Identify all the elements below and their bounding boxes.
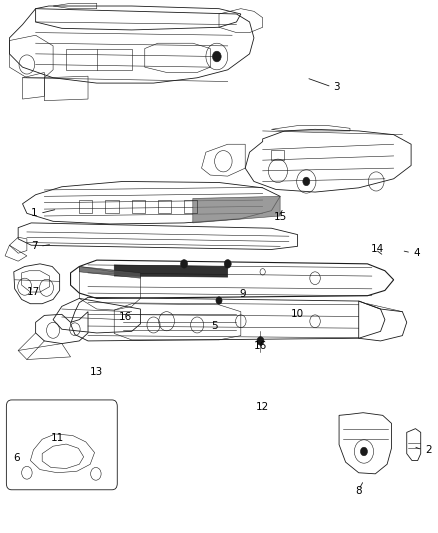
Circle shape [216, 297, 222, 304]
Circle shape [180, 260, 187, 268]
Text: 12: 12 [256, 402, 269, 413]
Polygon shape [114, 265, 228, 277]
Text: 14: 14 [371, 245, 384, 254]
Text: 13: 13 [90, 367, 103, 377]
Circle shape [224, 260, 231, 268]
Text: 15: 15 [273, 212, 287, 222]
Polygon shape [193, 196, 280, 223]
Text: 2: 2 [425, 445, 432, 455]
Text: 16: 16 [254, 341, 267, 351]
Circle shape [212, 51, 221, 62]
Text: 8: 8 [355, 486, 362, 496]
Text: 5: 5 [211, 321, 218, 331]
Circle shape [257, 337, 264, 345]
Text: 3: 3 [333, 82, 340, 92]
Circle shape [303, 177, 310, 185]
Circle shape [360, 447, 367, 456]
Text: 7: 7 [31, 241, 38, 251]
Text: 10: 10 [291, 309, 304, 319]
Text: 4: 4 [413, 248, 420, 257]
Text: 16: 16 [119, 312, 132, 322]
Text: 6: 6 [13, 453, 20, 463]
Text: 17: 17 [27, 287, 40, 297]
Text: 11: 11 [51, 433, 64, 443]
Text: 1: 1 [31, 208, 38, 219]
Polygon shape [79, 266, 141, 278]
Text: 9: 9 [240, 289, 246, 299]
